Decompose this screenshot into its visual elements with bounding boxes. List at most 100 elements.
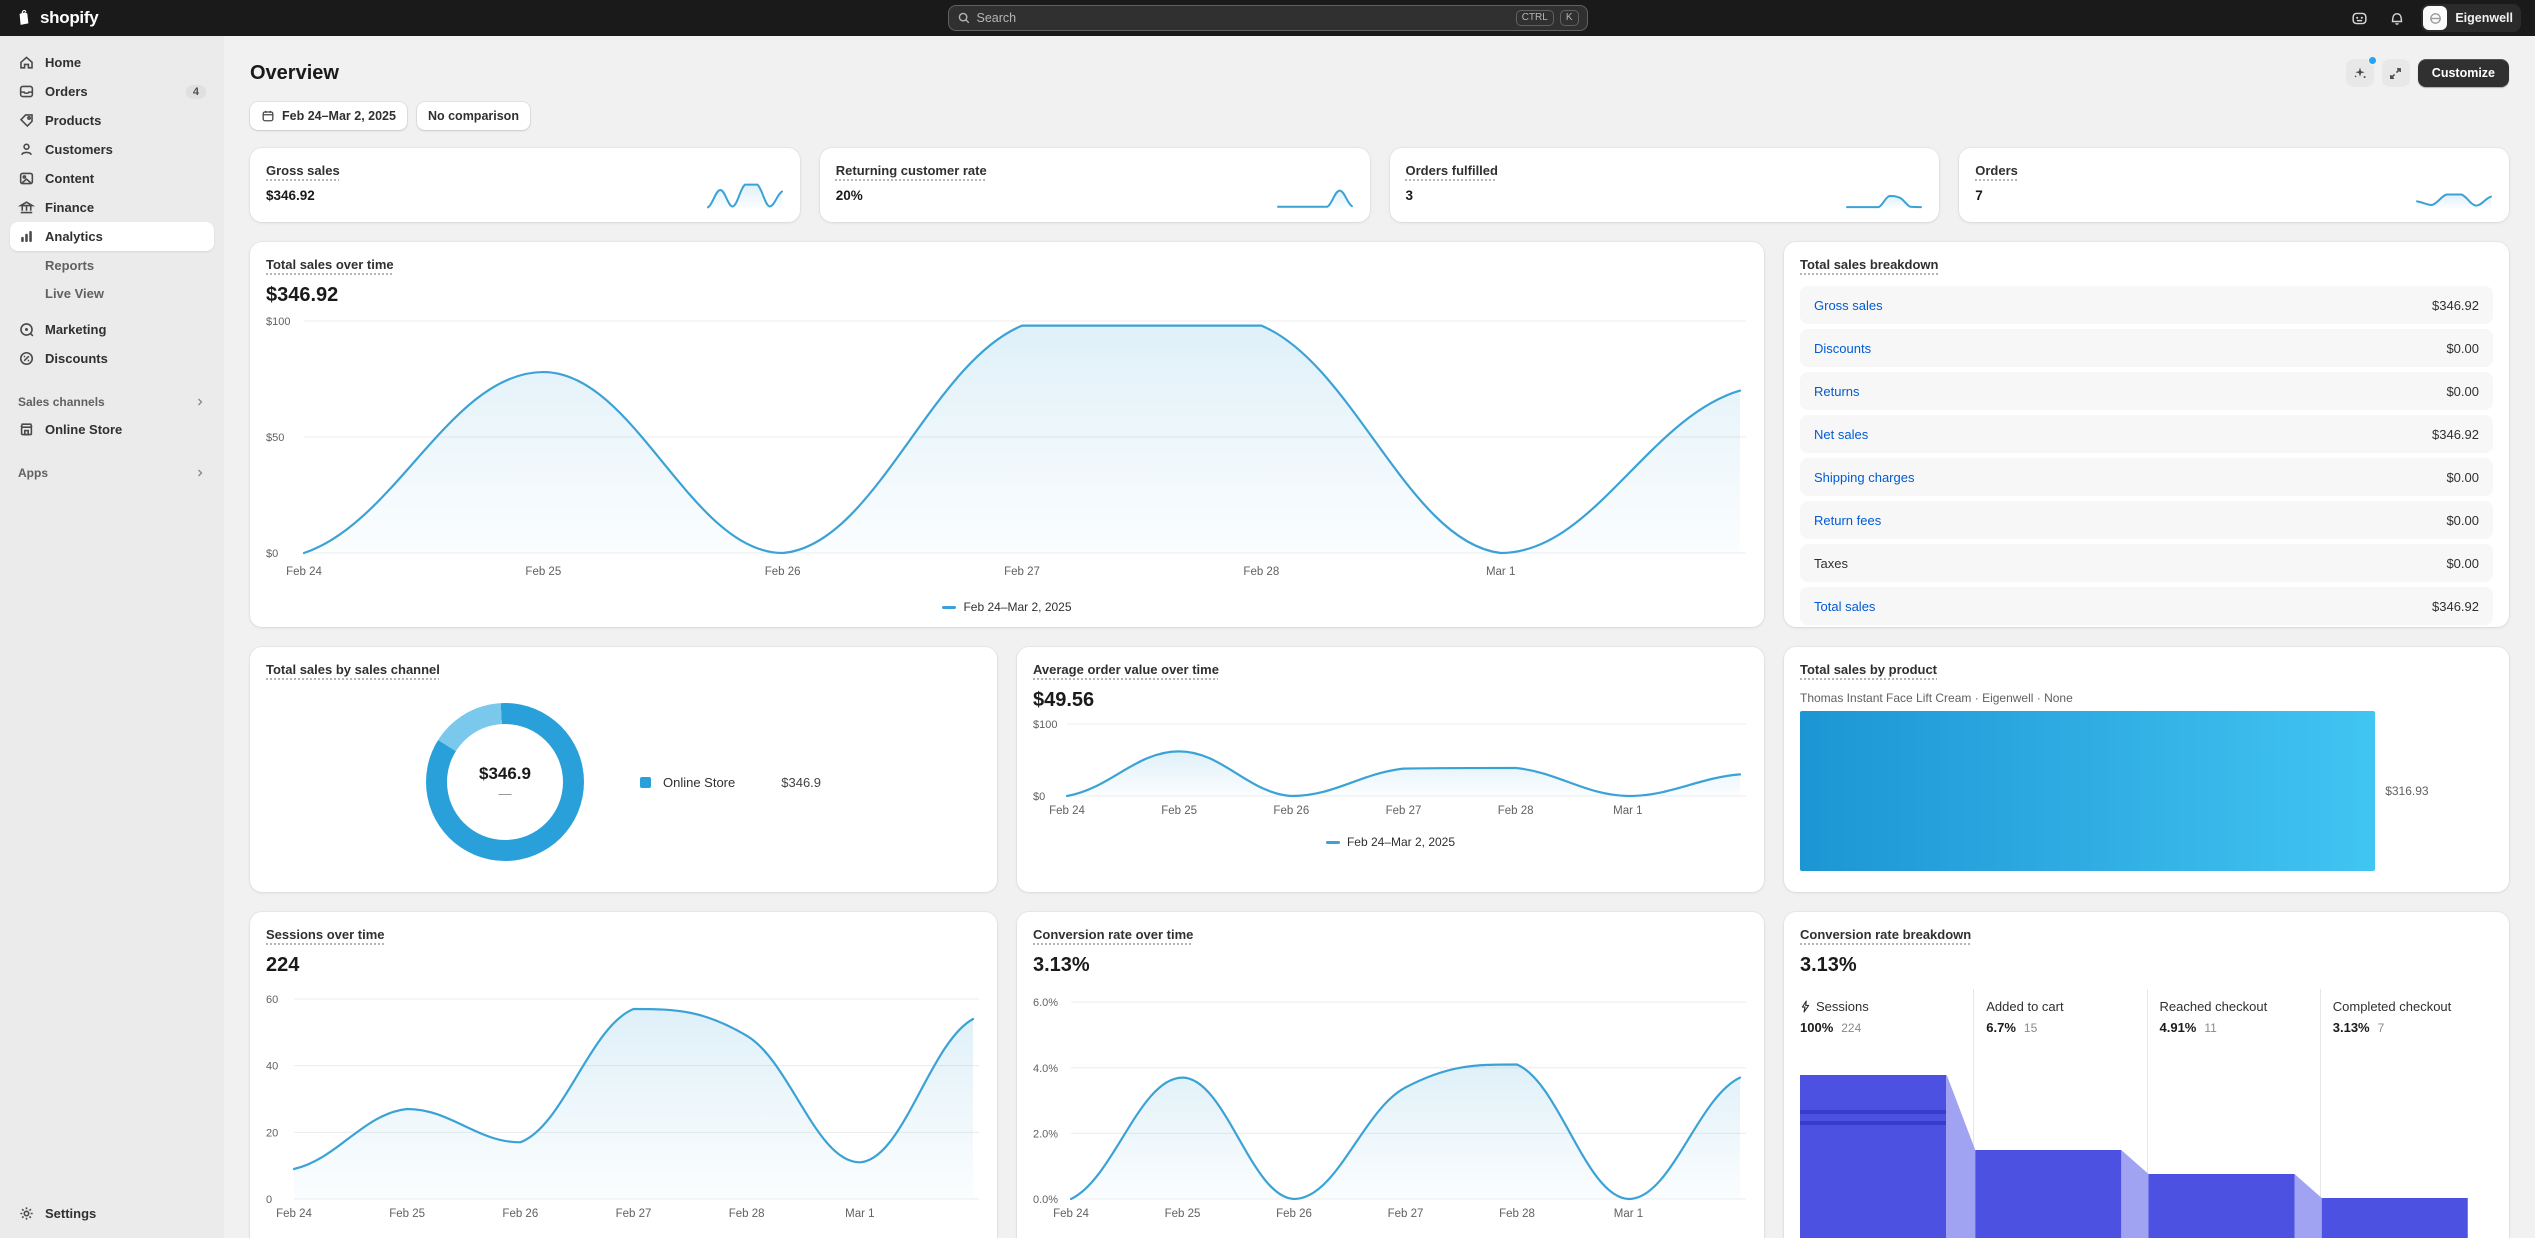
sidebar-item-analytics[interactable]: Analytics <box>10 222 214 251</box>
sidebar-item-marketing[interactable]: Marketing <box>10 315 214 344</box>
chart-legend: Feb 24–Mar 2, 2025 <box>266 600 1748 614</box>
funnel-bars <box>1800 1075 2468 1238</box>
notifications-bell-icon[interactable] <box>2383 5 2411 31</box>
breakdown-row: Shipping charges $0.00 <box>1800 458 2493 496</box>
product-bar <box>1800 711 2376 871</box>
person-icon <box>18 141 35 158</box>
svg-text:6.0%: 6.0% <box>1033 997 1058 1009</box>
kpi-value: 3 <box>1405 188 1414 203</box>
calendar-icon <box>261 109 275 123</box>
total-sales-breakdown-card: Total sales breakdown Gross sales $346.92… <box>1784 242 2509 627</box>
gear-icon <box>18 1205 35 1222</box>
breakdown-row: Net sales $346.92 <box>1800 415 2493 453</box>
sidebar-item-online-store[interactable]: Online Store <box>10 415 214 444</box>
svg-text:Feb 26: Feb 26 <box>1276 1208 1312 1220</box>
svg-text:Feb 26: Feb 26 <box>765 566 801 578</box>
funnel-step-pct: 4.91% <box>2159 1020 2197 1035</box>
legend-dash-icon <box>1325 840 1340 844</box>
sidebar: Home Orders 4 Products Customers Content… <box>0 36 224 1238</box>
sidebar-section-sales-channels[interactable]: Sales channels <box>10 389 214 415</box>
chart-legend: Feb 24–Mar 2, 2025 <box>1033 835 1748 849</box>
breakdown-label-link[interactable]: Net sales <box>1814 426 1869 442</box>
svg-text:$50: $50 <box>266 432 284 444</box>
breakdown-label-link[interactable]: Discounts <box>1814 340 1872 356</box>
kpi-title-link[interactable]: Gross sales <box>266 163 340 178</box>
svg-text:Feb 27: Feb 27 <box>1004 566 1040 578</box>
sparkline-chart <box>1846 194 1923 209</box>
svg-text:0: 0 <box>266 1194 272 1206</box>
donut-chart: $346.9 — Online Store $346.9 <box>266 687 981 877</box>
svg-text:Feb 25: Feb 25 <box>389 1208 425 1220</box>
sidebar-item-home[interactable]: Home <box>10 48 214 77</box>
breakdown-row: Discounts $0.00 <box>1800 329 2493 367</box>
legend-label: Online Store <box>662 774 736 790</box>
sparkline-chart <box>706 183 783 209</box>
funnel-step-label: Completed checkout <box>2332 999 2452 1014</box>
funnel-step-pct: 100% <box>1800 1020 1834 1035</box>
sidebar-item-settings[interactable]: Settings <box>10 1199 214 1228</box>
date-range-button[interactable]: Feb 24–Mar 2, 2025 <box>250 102 407 130</box>
search-input[interactable] <box>976 11 1510 25</box>
chart-title-link[interactable]: Total sales breakdown <box>1800 257 1939 272</box>
chart-title-link[interactable]: Average order value over time <box>1033 662 1219 677</box>
sidebar-item-finance[interactable]: Finance <box>10 193 214 222</box>
breakdown-label: Taxes <box>1814 555 1848 571</box>
sidebar-item-orders[interactable]: Orders 4 <box>10 77 214 106</box>
breakdown-value: $0.00 <box>2446 383 2479 399</box>
shopify-logo[interactable]: shopify <box>14 8 99 28</box>
breakdown-value: $346.92 <box>2432 297 2479 313</box>
sidebar-item-content[interactable]: Content <box>10 164 214 193</box>
chart-title-link[interactable]: Sessions over time <box>266 927 385 942</box>
svg-text:Feb 25: Feb 25 <box>1161 805 1197 817</box>
breakdown-value: $0.00 <box>2446 512 2479 528</box>
breakdown-label-link[interactable]: Total sales <box>1814 598 1876 614</box>
breakdown-row: Total sales $346.92 <box>1800 587 2493 625</box>
kpi-title-link[interactable]: Returning customer rate <box>835 163 987 178</box>
legend-value: $346.9 <box>781 774 822 790</box>
sidebar-item-reports[interactable]: Reports <box>45 257 95 273</box>
breakdown-row: Gross sales $346.92 <box>1800 286 2493 324</box>
chart-title-link[interactable]: Total sales by product <box>1800 662 1938 677</box>
line-chart: $0 $50 $100 Feb 24 Feb 25 Feb 26 Feb 27 Feb 28 M… <box>266 316 1746 578</box>
analytics-assistant-button[interactable] <box>2345 56 2377 87</box>
breakdown-label-link[interactable]: Gross sales <box>1814 297 1883 313</box>
chart-title-link[interactable]: Total sales over time <box>266 257 394 272</box>
sidekick-button[interactable] <box>2345 5 2373 31</box>
kpi-title-link[interactable]: Orders fulfilled <box>1405 163 1498 178</box>
chart-value: 224 <box>266 954 300 976</box>
funnel-step-count: 224 <box>1841 1021 1862 1035</box>
svg-text:Mar 1: Mar 1 <box>1613 805 1642 817</box>
funnel-chart: Sessions 100% 224 Added to cart 6.7% 15 Reache… <box>1800 989 2493 1238</box>
chart-title-link[interactable]: Conversion rate over time <box>1033 927 1194 942</box>
breakdown-label-link[interactable]: Return fees <box>1814 512 1882 528</box>
storefront-icon <box>18 421 35 438</box>
svg-text:Feb 25: Feb 25 <box>1165 1208 1201 1220</box>
chart-title-link[interactable]: Total sales by sales channel <box>266 662 440 677</box>
breakdown-label-link[interactable]: Returns <box>1814 383 1860 399</box>
global-search[interactable]: CTRL K <box>947 5 1588 31</box>
total-sales-by-channel-card: Total sales by sales channel $346.9 — On… <box>250 647 997 892</box>
sidebar-section-apps[interactable]: Apps <box>10 460 214 486</box>
svg-text:Feb 24: Feb 24 <box>1049 805 1085 817</box>
svg-text:4.0%: 4.0% <box>1033 1063 1058 1075</box>
breakdown-value: $0.00 <box>2446 340 2479 356</box>
sidebar-item-discounts[interactable]: Discounts <box>10 344 214 373</box>
breakdown-row: Returns $0.00 <box>1800 372 2493 410</box>
svg-text:Feb 28: Feb 28 <box>729 1208 765 1220</box>
sidebar-item-live-view[interactable]: Live View <box>45 285 105 301</box>
expand-fullscreen-button[interactable] <box>2381 59 2410 87</box>
breakdown-value: $346.92 <box>2432 426 2479 442</box>
chart-title-link[interactable]: Conversion rate breakdown <box>1800 927 1972 942</box>
comparison-button[interactable]: No comparison <box>416 102 530 130</box>
kpi-card-gross-sales: Gross sales $346.92 <box>250 148 800 222</box>
breakdown-label-link[interactable]: Shipping charges <box>1814 469 1915 485</box>
svg-text:$0: $0 <box>1033 791 1045 803</box>
kpi-value: $346.92 <box>266 188 315 203</box>
customize-button[interactable]: Customize <box>2417 59 2509 87</box>
average-order-value-card: Average order value over time $49.56 $0 $… <box>1017 647 1764 892</box>
sidebar-item-products[interactable]: Products <box>10 106 214 135</box>
funnel-step-count: 15 <box>2023 1021 2038 1035</box>
store-profile-menu[interactable]: Eigenwell <box>2421 4 2521 32</box>
sidebar-item-customers[interactable]: Customers <box>10 135 214 164</box>
kpi-title-link[interactable]: Orders <box>1975 163 2018 178</box>
